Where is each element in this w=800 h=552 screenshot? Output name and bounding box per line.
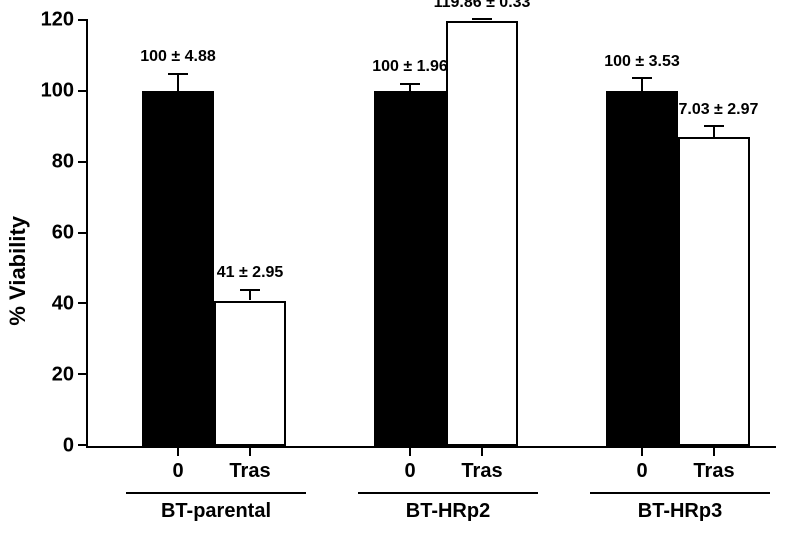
- y-axis-label: % Viability: [5, 216, 31, 326]
- y-tick-label: 120: [41, 9, 88, 32]
- value-label: 41 ± 2.95: [217, 264, 284, 282]
- error-cap: [240, 289, 260, 291]
- error-cap: [704, 125, 724, 127]
- group-underline: [126, 492, 306, 494]
- value-label: 119.86 ± 0.33: [434, 0, 531, 12]
- bar: [606, 91, 678, 446]
- viability-chart: % Viability 020406080100120100 ± 4.88041…: [0, 0, 800, 552]
- value-label: 100 ± 1.96: [372, 58, 448, 76]
- group-underline: [358, 492, 538, 494]
- x-tick-label: Tras: [461, 446, 502, 483]
- group-label: BT-parental: [161, 500, 271, 523]
- x-tick-label: Tras: [693, 446, 734, 483]
- y-tick-label: 20: [52, 363, 88, 386]
- y-tick-label: 60: [52, 221, 88, 244]
- group-label: BT-HRp3: [638, 500, 722, 523]
- value-label: 87.03 ± 2.97: [670, 101, 759, 119]
- group-label: BT-HRp2: [406, 500, 490, 523]
- error-cap: [168, 73, 188, 75]
- bar: [374, 91, 446, 446]
- bar: [678, 137, 750, 446]
- error-bar: [713, 126, 715, 137]
- error-cap: [400, 83, 420, 85]
- bar: [446, 21, 518, 446]
- error-cap: [472, 18, 492, 20]
- plot-area: 020406080100120100 ± 4.88041 ± 2.95Tras1…: [86, 20, 776, 448]
- error-cap: [632, 77, 652, 79]
- value-label: 100 ± 3.53: [604, 53, 680, 71]
- x-tick-label: 0: [404, 446, 415, 483]
- bar: [142, 91, 214, 446]
- value-label: 100 ± 4.88: [140, 48, 216, 66]
- error-bar: [177, 74, 179, 91]
- y-tick-label: 80: [52, 150, 88, 173]
- y-tick-label: 40: [52, 292, 88, 315]
- error-bar: [409, 84, 411, 91]
- y-tick-label: 0: [63, 434, 88, 457]
- y-tick-label: 100: [41, 79, 88, 102]
- bar: [214, 301, 286, 446]
- x-tick-label: 0: [172, 446, 183, 483]
- group-underline: [590, 492, 770, 494]
- error-bar: [249, 290, 251, 300]
- x-tick-label: Tras: [229, 446, 270, 483]
- x-tick-label: 0: [636, 446, 647, 483]
- error-bar: [641, 78, 643, 91]
